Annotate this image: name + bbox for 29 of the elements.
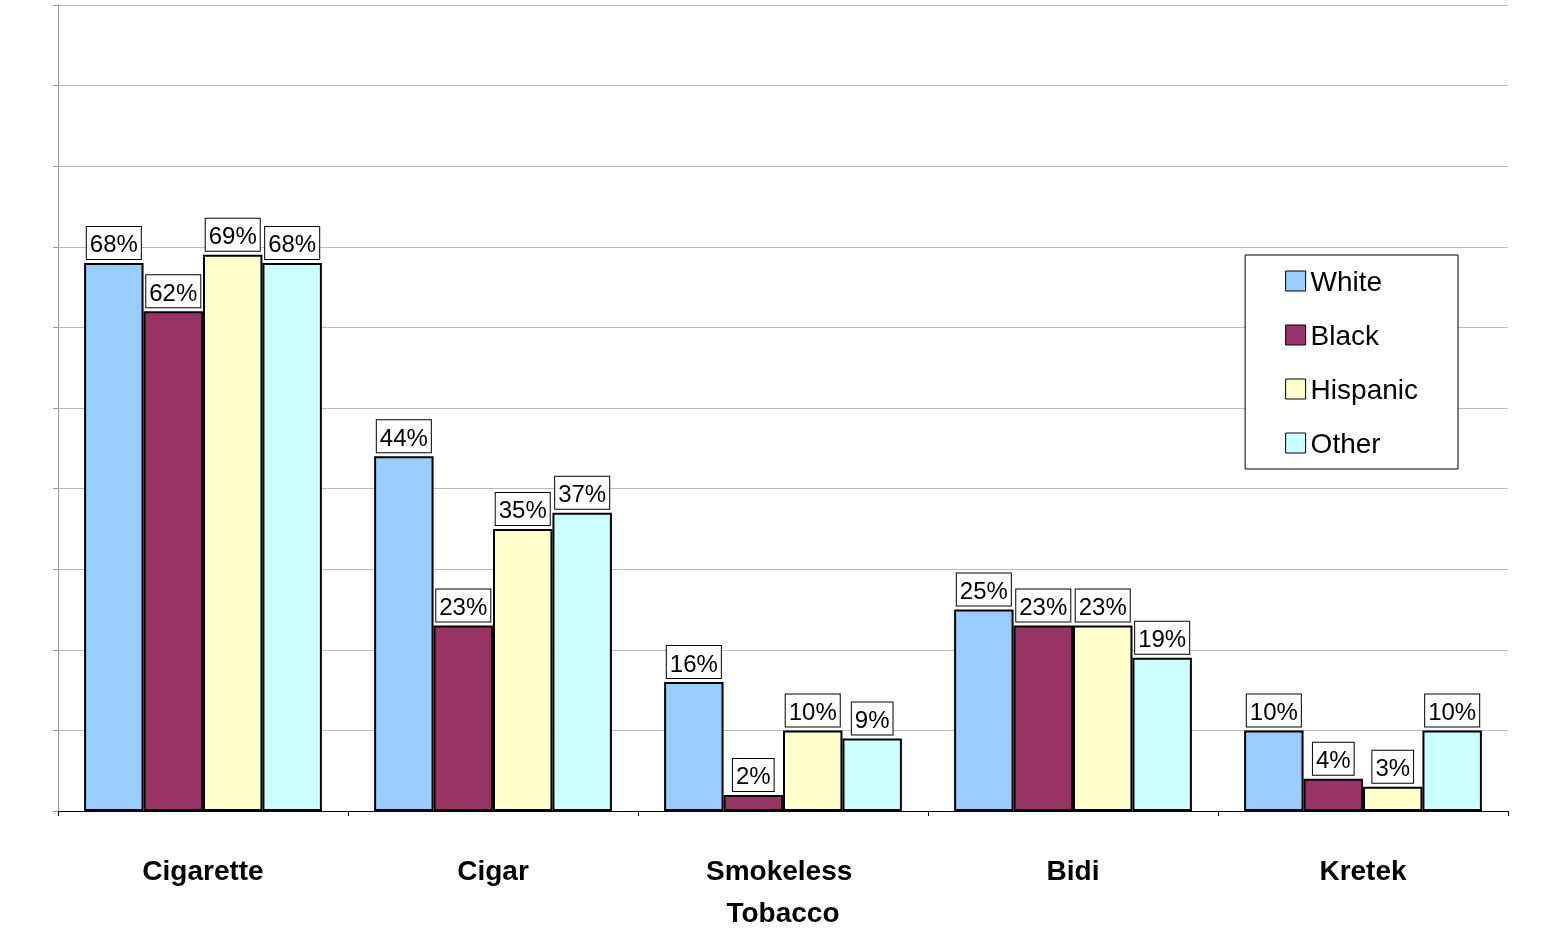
data-label: 10%	[1249, 697, 1298, 725]
data-label: 4%	[1315, 746, 1351, 774]
x-tick-label: Cigarette	[142, 854, 264, 886]
data-label: 25%	[959, 577, 1008, 604]
legend-label: Black	[1310, 319, 1381, 351]
data-label: 16%	[669, 649, 718, 677]
data-label: 23%	[1019, 593, 1068, 621]
data-label: 9%	[854, 705, 890, 733]
x-tick-label: Smokeless Tobacco	[705, 854, 861, 928]
legend-label: White	[1310, 265, 1383, 297]
data-label: 69%	[208, 222, 257, 250]
data-label: 23%	[439, 593, 488, 621]
x-tick-label: Bidi	[1046, 854, 1100, 886]
data-label: 37%	[558, 480, 607, 508]
data-label: 19%	[1138, 625, 1187, 653]
data-label: 44%	[379, 423, 428, 451]
data-label: 68%	[89, 230, 138, 258]
data-label: 10%	[788, 697, 837, 725]
legend-label: Other	[1310, 427, 1381, 459]
data-label: 10%	[1428, 697, 1477, 725]
x-tick-label: Kretek	[1319, 854, 1407, 886]
x-tick-label: Cigar	[457, 854, 529, 886]
data-label: 62%	[149, 278, 198, 306]
data-label: 3%	[1375, 754, 1411, 782]
data-label: 2%	[735, 762, 771, 790]
data-label: 68%	[268, 230, 317, 258]
legend-label: Hispanic	[1310, 373, 1419, 405]
data-label: 23%	[1078, 593, 1127, 621]
data-label: 35%	[498, 496, 547, 524]
